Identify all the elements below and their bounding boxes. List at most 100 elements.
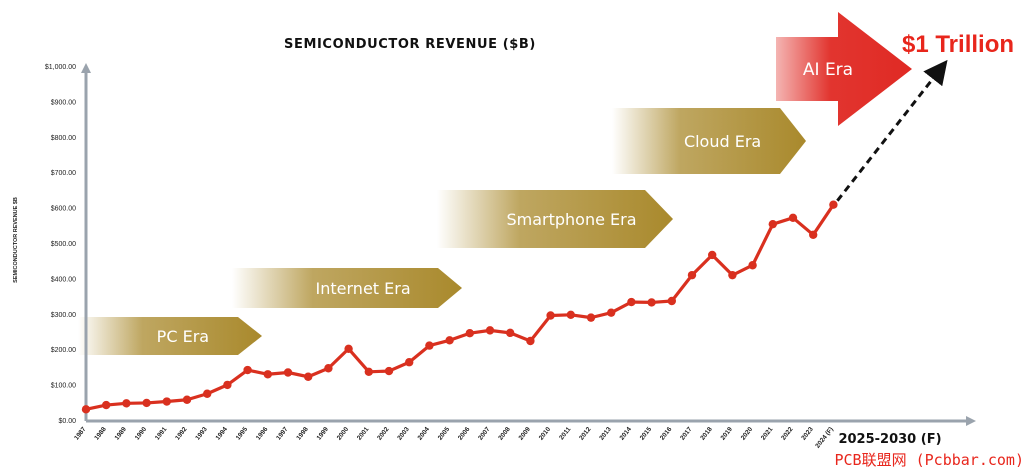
- x-tick-label: 2013: [598, 426, 613, 442]
- y-tick-label: $600.00: [51, 206, 76, 213]
- era-arrow-shape: [78, 317, 262, 355]
- x-tick-label: 2006: [457, 426, 472, 442]
- data-point: [526, 336, 535, 346]
- data-point: [223, 380, 232, 390]
- y-tick-label: $100.00: [51, 383, 76, 390]
- x-tick-label: 2014: [619, 426, 634, 442]
- data-point: [81, 405, 91, 414]
- x-tick-label: 1999: [316, 426, 331, 442]
- y-tick-label: $800.00: [51, 135, 76, 142]
- era-label: Smartphone Era: [506, 210, 636, 229]
- era-arrow: Smartphone Era: [437, 190, 673, 248]
- era-arrow: PC Era: [78, 317, 262, 355]
- x-tick-label: 1993: [194, 426, 209, 442]
- x-tick-label: 2012: [578, 426, 593, 442]
- era-arrow-shape: [612, 108, 806, 174]
- data-point: [647, 298, 656, 307]
- data-point: [566, 310, 575, 319]
- x-tick-label: 2024 (F): [814, 426, 835, 450]
- data-point: [728, 270, 737, 280]
- era-label: Cloud Era: [684, 132, 761, 151]
- ai-era-arrow-shape: [776, 12, 912, 126]
- forecast-range-label: 2025-2030 (F): [838, 432, 941, 447]
- data-point: [506, 328, 515, 338]
- y-tick-label: $400.00: [51, 276, 76, 283]
- x-tick-label: 2009: [518, 426, 533, 442]
- forecast-dashed-arrow: [836, 59, 948, 202]
- data-point: [182, 395, 192, 404]
- x-tick-label: 2017: [679, 426, 694, 442]
- data-point: [243, 365, 252, 375]
- data-point: [687, 270, 697, 280]
- y-tick-label: $300.00: [51, 312, 76, 319]
- data-point: [304, 372, 313, 381]
- x-tick-label: 2001: [356, 426, 371, 442]
- data-point: [405, 358, 414, 367]
- x-tick-label: 2002: [376, 426, 391, 442]
- era-arrow-shape: [437, 190, 673, 248]
- x-tick-label: 1994: [215, 426, 230, 442]
- y-axis-arrowhead: [81, 63, 91, 73]
- era-arrow-shape: [232, 268, 462, 308]
- y-tick-label: $200.00: [51, 347, 76, 354]
- ai-era-arrow: AI Era: [776, 12, 912, 126]
- data-point: [445, 336, 454, 345]
- data-point: [263, 370, 272, 379]
- y-tick-label: $700.00: [51, 170, 76, 177]
- era-label: Internet Era: [316, 279, 411, 298]
- x-tick-label: 2005: [437, 426, 452, 442]
- x-tick-label: 1988: [93, 426, 108, 442]
- y-tick-label: $0.00: [58, 418, 76, 425]
- y-tick-label: $1,000.00: [45, 64, 76, 71]
- era-arrows: PC Era Internet Era Smartphone Era Cloud Er…: [78, 12, 912, 355]
- x-tick-label: 2003: [396, 426, 411, 442]
- data-point: [667, 296, 676, 306]
- data-point: [607, 308, 616, 317]
- data-point: [485, 326, 495, 335]
- trillion-target-label: $1 Trillion: [902, 31, 1014, 58]
- x-tick-label: 2015: [639, 426, 654, 442]
- x-tick-label: 2020: [740, 426, 755, 442]
- x-tick-label: 1995: [235, 426, 250, 442]
- data-point: [102, 400, 111, 410]
- y-tick-label: $500.00: [51, 241, 76, 248]
- revenue-series: [81, 200, 838, 414]
- data-point: [344, 344, 353, 353]
- chart-title: SEMICONDUCTOR REVENUE ($B): [284, 37, 536, 52]
- data-point: [283, 368, 293, 377]
- data-point: [829, 200, 838, 209]
- data-point: [788, 213, 798, 223]
- x-tick-label: 2019: [720, 426, 735, 442]
- x-tick-label: 2021: [760, 426, 775, 442]
- y-axis-label: SEMICONDUCTOR REVENUE $B: [13, 197, 19, 283]
- data-point: [748, 261, 757, 270]
- data-point: [546, 311, 555, 320]
- x-tick-label: 2016: [659, 426, 674, 442]
- era-arrow: Cloud Era: [612, 108, 806, 174]
- x-tick-label: 2010: [538, 426, 553, 442]
- data-point: [586, 313, 596, 322]
- x-tick-label: 1997: [275, 426, 290, 442]
- x-axis-arrowhead: [966, 416, 976, 426]
- x-tick-label: 2011: [558, 426, 572, 442]
- data-point: [465, 329, 474, 338]
- x-tick-label: 1987: [73, 426, 88, 442]
- data-point: [809, 230, 818, 239]
- data-point: [627, 297, 636, 307]
- x-tick-label: 1991: [154, 426, 169, 442]
- y-tick-label: $900.00: [51, 99, 76, 106]
- data-point: [768, 219, 777, 229]
- x-tick-label: 2008: [497, 426, 512, 442]
- y-tick-labels: $0.00 $100.00 $200.00 $300.00 $400.00 $500.00…: [45, 64, 76, 425]
- ai-era-label: AI Era: [803, 60, 853, 80]
- data-point: [162, 397, 171, 406]
- data-point: [364, 367, 373, 376]
- data-point: [425, 341, 434, 350]
- data-point: [324, 364, 333, 373]
- axes: [81, 63, 976, 426]
- x-tick-label: 2000: [336, 426, 351, 442]
- x-tick-label: 1996: [255, 426, 270, 442]
- era-label: PC Era: [157, 327, 209, 346]
- data-point: [384, 366, 394, 376]
